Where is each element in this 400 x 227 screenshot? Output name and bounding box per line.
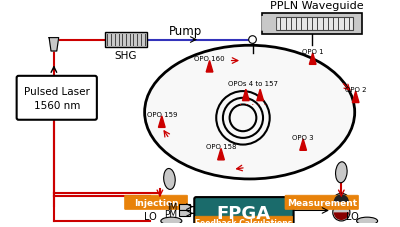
Text: Pulsed Laser
1560 nm: Pulsed Laser 1560 nm [24,86,90,110]
Text: OPOs 4 to 157: OPOs 4 to 157 [228,81,278,87]
Text: SHG: SHG [115,51,137,61]
Text: FPGA: FPGA [217,205,271,222]
Text: OPO 158: OPO 158 [206,144,236,150]
Polygon shape [49,38,59,52]
FancyBboxPatch shape [195,216,293,227]
Ellipse shape [336,162,347,183]
Bar [262,14,362,35]
Text: OPO 3: OPO 3 [292,134,314,140]
Circle shape [333,193,350,211]
Polygon shape [257,90,264,101]
Ellipse shape [145,46,355,179]
Text: OPO 159: OPO 159 [146,111,177,117]
FancyBboxPatch shape [124,195,188,210]
Wedge shape [334,194,349,202]
Ellipse shape [357,217,378,225]
Text: OPO 2: OPO 2 [345,87,366,93]
Text: LO: LO [346,211,359,221]
Text: Pump: Pump [169,25,202,38]
Bar [179,211,190,216]
Polygon shape [300,139,306,151]
Wedge shape [334,212,349,220]
Text: · · · · ·: · · · · · [239,99,266,109]
Bar [179,204,190,210]
Polygon shape [206,61,213,73]
FancyBboxPatch shape [17,76,97,120]
Text: PPLN Waveguide: PPLN Waveguide [270,1,364,11]
Polygon shape [262,17,276,32]
Text: OPO 160: OPO 160 [194,56,225,62]
Circle shape [333,204,350,221]
Polygon shape [242,90,249,101]
Text: Feedback Calculations: Feedback Calculations [195,218,292,227]
Bar [276,17,353,31]
FancyBboxPatch shape [285,195,358,210]
Text: Injection: Injection [134,198,178,207]
Text: Measurement: Measurement [287,198,357,207]
Polygon shape [352,92,359,103]
Text: OPO 1: OPO 1 [302,49,324,55]
Text: PM: PM [164,209,177,218]
Polygon shape [218,149,224,160]
Polygon shape [309,54,316,65]
Polygon shape [158,116,165,128]
Ellipse shape [161,217,182,225]
FancyBboxPatch shape [194,197,294,227]
Text: IM: IM [167,202,177,211]
Ellipse shape [164,169,175,190]
Text: LO: LO [144,211,157,221]
Circle shape [249,37,256,44]
Bar [104,33,148,48]
